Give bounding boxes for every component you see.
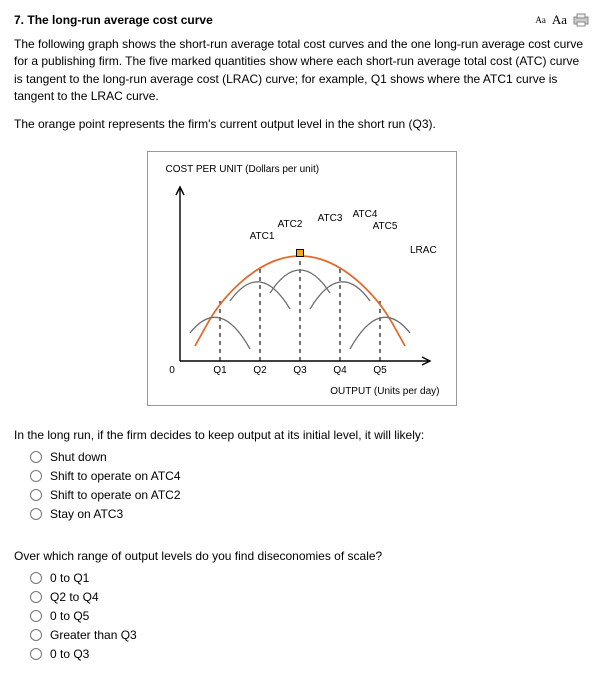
svg-text:ATC2: ATC2 bbox=[277, 219, 302, 230]
question-1-prompt: In the long run, if the firm decides to … bbox=[14, 428, 589, 442]
chart-x-axis-title: OUTPUT (Units per day) bbox=[160, 386, 440, 397]
option-row[interactable]: 0 to Q1 bbox=[30, 569, 589, 587]
intro-paragraph-2: The orange point represents the firm's c… bbox=[14, 116, 589, 133]
option-label: Shut down bbox=[50, 448, 107, 466]
option-row[interactable]: Shut down bbox=[30, 448, 589, 466]
svg-text:LRAC: LRAC bbox=[410, 245, 437, 256]
option-radio[interactable] bbox=[30, 508, 42, 520]
option-label: Greater than Q3 bbox=[50, 626, 137, 644]
option-label: Stay on ATC3 bbox=[50, 505, 123, 523]
svg-text:ATC1: ATC1 bbox=[249, 231, 274, 242]
svg-text:0: 0 bbox=[169, 365, 175, 376]
svg-text:ATC5: ATC5 bbox=[372, 221, 397, 232]
question-2-prompt: Over which range of output levels do you… bbox=[14, 549, 589, 563]
option-row[interactable]: Shift to operate on ATC2 bbox=[30, 486, 589, 504]
option-radio[interactable] bbox=[30, 591, 42, 603]
option-label: 0 to Q3 bbox=[50, 645, 89, 663]
option-radio[interactable] bbox=[30, 489, 42, 501]
question-2-options: 0 to Q1Q2 to Q40 to Q5Greater than Q30 t… bbox=[30, 569, 589, 663]
font-size-large-button[interactable]: Aa bbox=[552, 12, 567, 28]
option-radio[interactable] bbox=[30, 629, 42, 641]
question-number: 7. bbox=[14, 13, 24, 27]
svg-text:Q5: Q5 bbox=[373, 365, 387, 376]
cost-curve-chart: 0 Q1 Q2 Q3 Q4 Q5 ATC1ATC2 ATC3 ATC4ATC5 LRAC bbox=[160, 181, 440, 381]
svg-text:Q4: Q4 bbox=[333, 365, 347, 376]
option-row[interactable]: 0 to Q3 bbox=[30, 645, 589, 663]
question-header: 7. The long-run average cost curve Aa Aa bbox=[14, 12, 589, 28]
font-size-small-button[interactable]: Aa bbox=[535, 15, 546, 25]
print-icon[interactable] bbox=[573, 13, 589, 27]
option-row[interactable]: Q2 to Q4 bbox=[30, 588, 589, 606]
option-radio[interactable] bbox=[30, 572, 42, 584]
option-label: Shift to operate on ATC2 bbox=[50, 486, 181, 504]
svg-text:ATC3: ATC3 bbox=[317, 213, 342, 224]
option-label: 0 to Q5 bbox=[50, 607, 89, 625]
chart-container: COST PER UNIT (Dollars per unit) 0 Q1 Q2 Q3… bbox=[14, 151, 589, 406]
chart-box: COST PER UNIT (Dollars per unit) 0 Q1 Q2 Q3… bbox=[147, 151, 457, 406]
svg-text:ATC4: ATC4 bbox=[352, 209, 377, 220]
svg-text:Q2: Q2 bbox=[253, 365, 267, 376]
question-title-text: The long-run average cost curve bbox=[27, 13, 212, 27]
question-1-options: Shut downShift to operate on ATC4Shift t… bbox=[30, 448, 589, 523]
option-radio[interactable] bbox=[30, 470, 42, 482]
svg-text:Q3: Q3 bbox=[293, 365, 307, 376]
question-title: 7. The long-run average cost curve bbox=[14, 13, 213, 27]
svg-text:Q1: Q1 bbox=[213, 365, 227, 376]
option-radio[interactable] bbox=[30, 610, 42, 622]
chart-y-axis-title: COST PER UNIT (Dollars per unit) bbox=[166, 164, 440, 175]
intro-paragraph-1: The following graph shows the short-run … bbox=[14, 36, 589, 106]
option-row[interactable]: Greater than Q3 bbox=[30, 626, 589, 644]
option-label: 0 to Q1 bbox=[50, 569, 89, 587]
option-row[interactable]: Stay on ATC3 bbox=[30, 505, 589, 523]
option-label: Shift to operate on ATC4 bbox=[50, 467, 181, 485]
option-label: Q2 to Q4 bbox=[50, 588, 99, 606]
toolbar: Aa Aa bbox=[535, 12, 589, 28]
option-radio[interactable] bbox=[30, 451, 42, 463]
option-row[interactable]: Shift to operate on ATC4 bbox=[30, 467, 589, 485]
option-radio[interactable] bbox=[30, 648, 42, 660]
option-row[interactable]: 0 to Q5 bbox=[30, 607, 589, 625]
